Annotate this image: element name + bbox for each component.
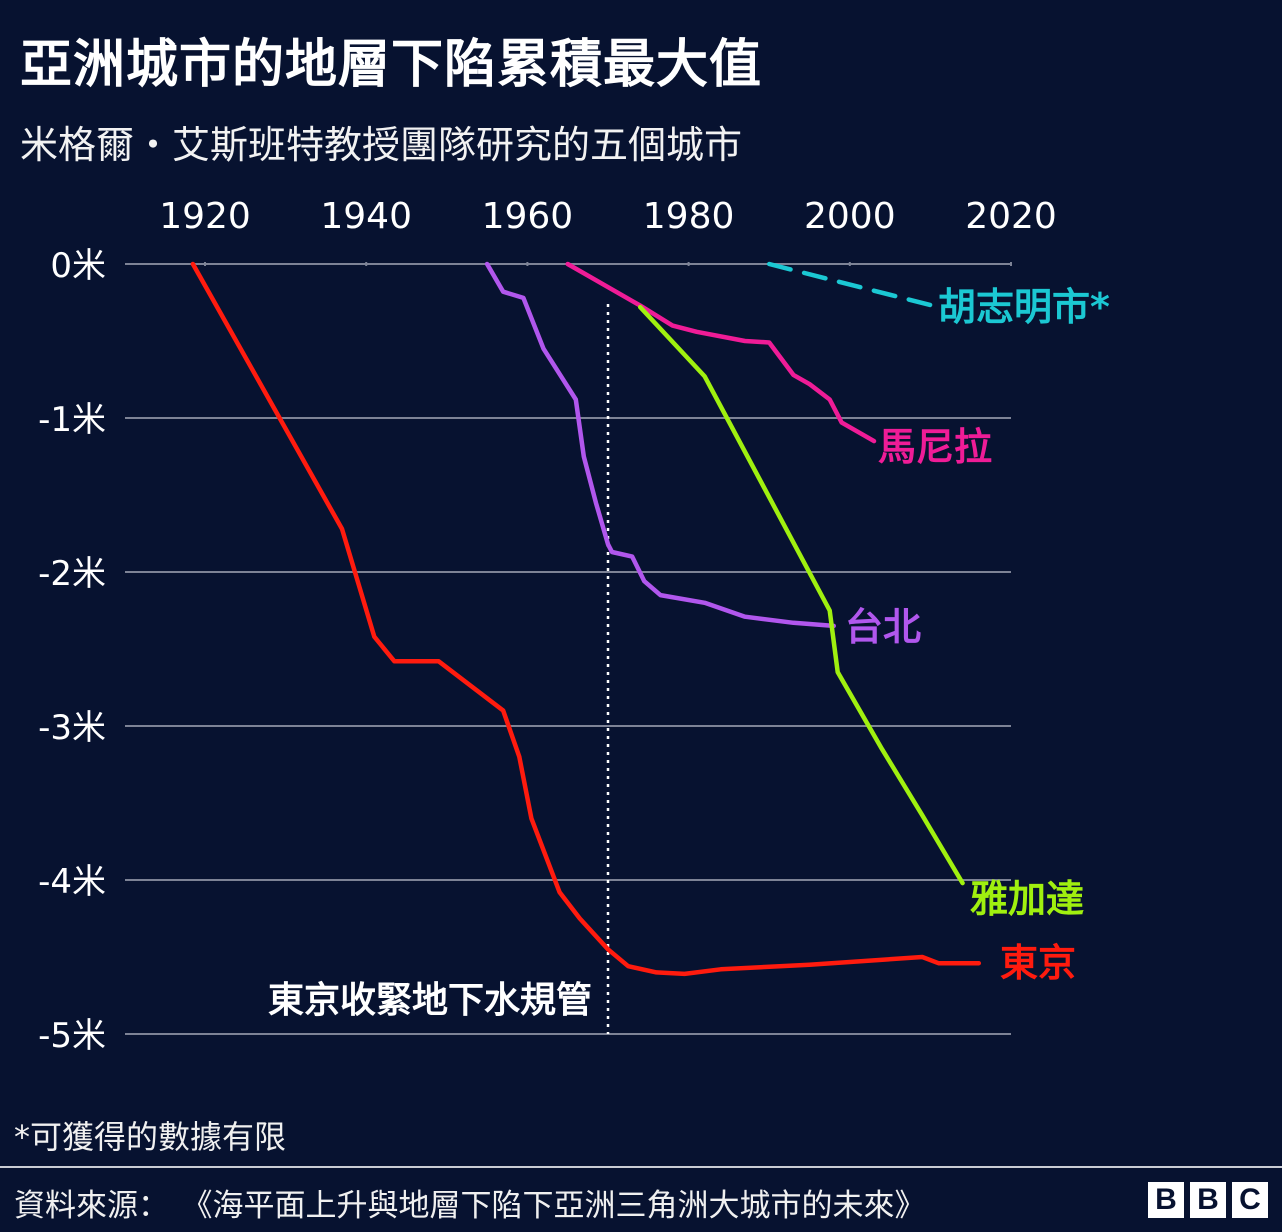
x-tick-label-1: 1940 — [320, 196, 412, 237]
y-axis-labels: 0米 -1米 -2米 -3米 -4米 -5米 — [38, 246, 106, 1056]
source-line: 資料來源： 《海平面上升與地層下陷下亞洲三角洲大城市的未來》 — [14, 1180, 926, 1225]
x-tick-label-0: 1920 — [159, 196, 251, 237]
chart-title: 亞洲城市的地層下陷累積最大值 — [20, 35, 763, 95]
footer-divider — [0, 1166, 1282, 1168]
series-label-0: 東京 — [1000, 941, 1076, 985]
series-line-2 — [565, 261, 877, 444]
footnote: *可獲得的數據有限 — [14, 1118, 287, 1156]
y-tick-label-1: -1米 — [38, 400, 106, 440]
source-label: 資料來源： — [14, 1188, 169, 1224]
source-text: 《海平面上升與地層下陷下亞洲三角洲大城市的未來》 — [197, 1188, 926, 1224]
logo-block-3: C — [1232, 1182, 1268, 1218]
series-label-4: 胡志明市* — [938, 285, 1110, 329]
series-label-1: 台北 — [845, 605, 921, 649]
series-lines — [190, 261, 982, 977]
logo-block-2: B — [1190, 1182, 1226, 1218]
series-line-0 — [190, 261, 982, 977]
series-label-3: 雅加達 — [970, 877, 1084, 921]
x-tick-label-4: 2000 — [804, 196, 896, 237]
series-label-2: 馬尼拉 — [878, 425, 992, 469]
chart-subtitle: 米格爾・艾斯班特教授團隊研究的五個城市 — [20, 123, 743, 167]
series-line-1 — [484, 261, 836, 629]
bbc-logo: B B C — [1148, 1182, 1268, 1218]
x-tick-label-2: 1960 — [482, 196, 574, 237]
y-tick-label-4: -4米 — [38, 862, 106, 902]
y-tick-label-2: -2米 — [38, 554, 106, 594]
line-chart: 0米 -1米 -2米 -3米 -4米 -5米 1920 1940 1960 1980 2000 20… — [38, 196, 1110, 1056]
y-tick-label-3: -3米 — [38, 708, 106, 748]
y-tick-label-0: 0米 — [50, 246, 106, 286]
y-tick-label-5: -5米 — [38, 1016, 106, 1056]
series-line-4 — [766, 261, 941, 310]
x-tick-label-5: 2020 — [965, 196, 1057, 237]
series-line-3 — [637, 304, 965, 886]
logo-block-1: B — [1148, 1182, 1184, 1218]
annotation-label: 東京收緊地下水規管 — [268, 979, 592, 1021]
x-axis-labels: 1920 1940 1960 1980 2000 2020 — [159, 196, 1057, 237]
x-tick-label-3: 1980 — [643, 196, 735, 237]
annotation: 東京收緊地下水規管 — [268, 304, 610, 1034]
